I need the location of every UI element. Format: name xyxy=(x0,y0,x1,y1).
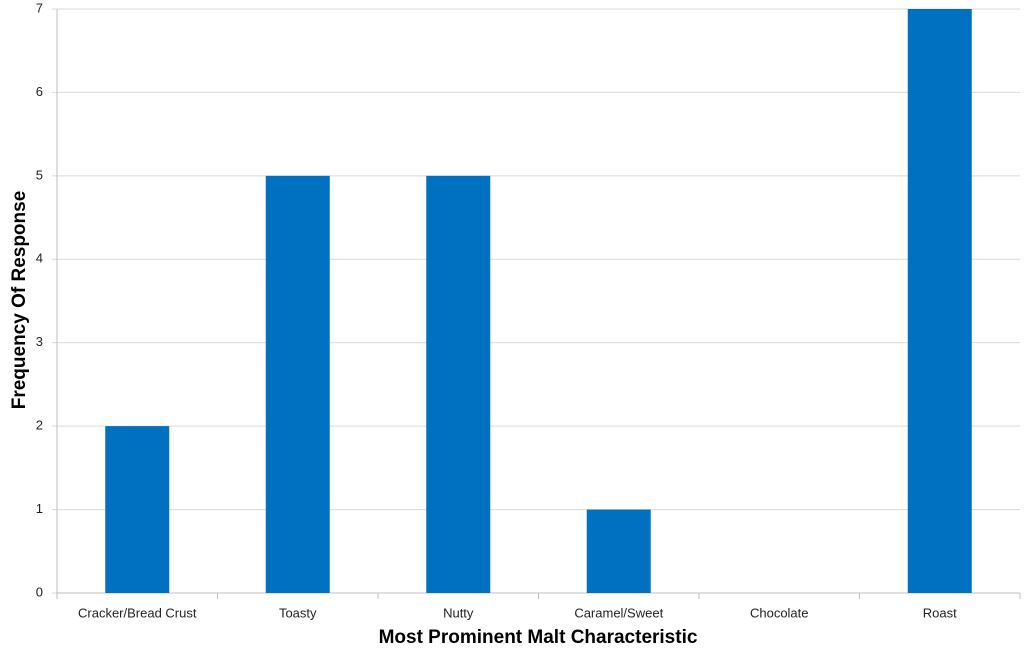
x-tick-label: Roast xyxy=(923,605,957,620)
x-tick-label: Nutty xyxy=(443,605,474,620)
bar xyxy=(586,509,651,593)
y-tick-label: 7 xyxy=(36,0,43,15)
y-tick-label: 2 xyxy=(36,418,43,433)
y-tick-label: 6 xyxy=(36,84,43,99)
x-tick-label: Toasty xyxy=(279,605,317,620)
x-tick-label: Caramel/Sweet xyxy=(574,605,663,620)
x-tick-label: Chocolate xyxy=(750,605,809,620)
y-tick-label: 1 xyxy=(36,501,43,516)
y-axis-title: Frequency Of Response xyxy=(9,191,30,410)
y-tick-label: 3 xyxy=(36,334,43,349)
bar xyxy=(265,175,330,593)
bar xyxy=(907,9,972,593)
y-tick-label: 4 xyxy=(36,251,43,266)
x-tick-label: Cracker/Bread Crust xyxy=(78,605,197,620)
y-tick-label: 0 xyxy=(36,584,43,599)
bar xyxy=(105,426,170,593)
y-tick-label: 5 xyxy=(36,167,43,182)
x-axis-title: Most Prominent Malt Characteristic xyxy=(379,627,698,648)
bar xyxy=(426,175,491,593)
